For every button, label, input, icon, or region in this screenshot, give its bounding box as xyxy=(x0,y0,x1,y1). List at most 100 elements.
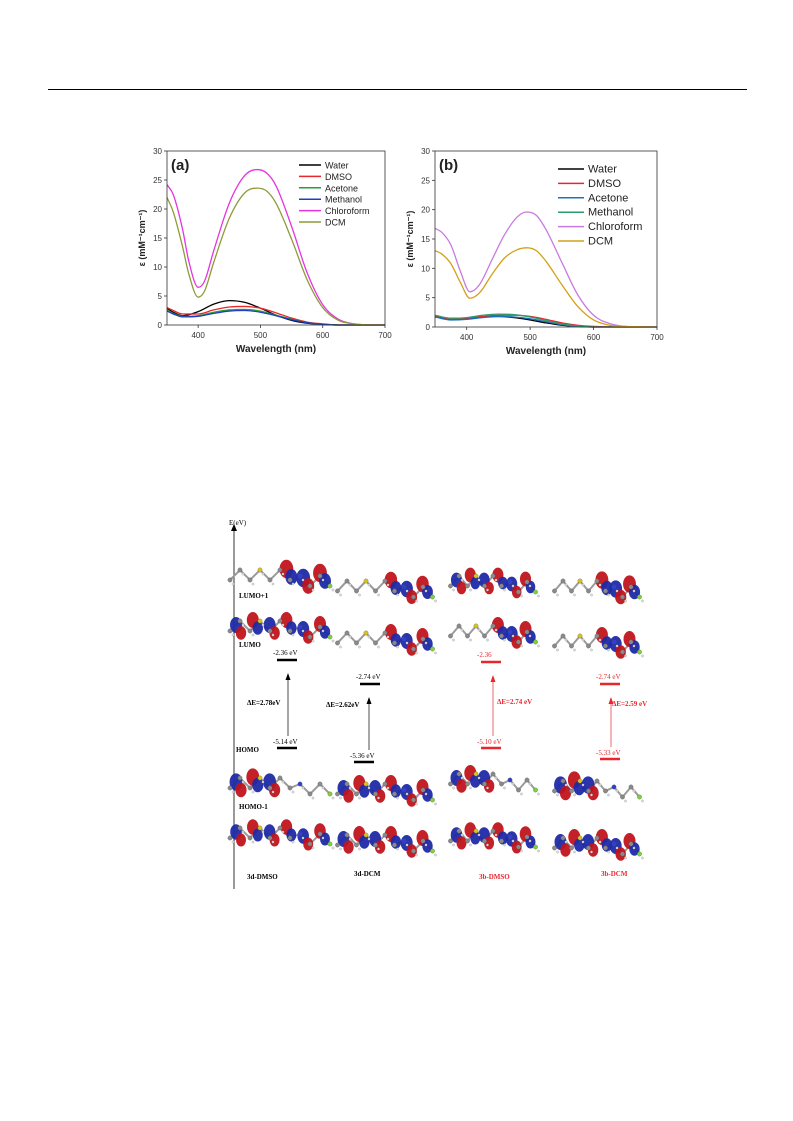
hydrogen-atom xyxy=(632,589,636,593)
atom xyxy=(297,781,303,787)
hydrogen-atom xyxy=(261,572,265,576)
atom xyxy=(490,573,496,579)
orbital-isosurface xyxy=(552,571,644,605)
atom xyxy=(344,781,350,787)
row-label-lumo: LUMO xyxy=(239,641,261,649)
atom xyxy=(373,791,378,797)
hydrogen-atom xyxy=(358,847,361,851)
atom xyxy=(533,589,538,595)
atom xyxy=(257,825,263,831)
hydrogen-atom xyxy=(469,843,472,847)
hydrogen-atom xyxy=(615,644,619,648)
atom xyxy=(628,784,634,790)
orbital-lobe xyxy=(285,569,298,585)
atom xyxy=(247,628,253,634)
hydrogen-atom xyxy=(607,850,610,854)
hydrogen-atom xyxy=(564,783,568,787)
y-tick-label: 20 xyxy=(153,205,162,214)
hydrogen-atom xyxy=(241,623,245,627)
orbital-lobe xyxy=(343,789,354,803)
hydrogen-atom xyxy=(486,638,489,642)
atom xyxy=(465,583,470,589)
atom xyxy=(363,630,369,636)
atom xyxy=(373,842,378,848)
hydrogen-atom xyxy=(564,840,568,844)
legend-label: DMSO xyxy=(588,178,621,190)
atom xyxy=(524,834,530,840)
hydrogen-atom xyxy=(615,789,619,793)
hydrogen-atom xyxy=(386,635,390,639)
hydrogen-atom xyxy=(301,836,305,840)
y-tick-label: 10 xyxy=(153,263,162,272)
energy-gap-label: ΔE=2.62eV xyxy=(326,701,359,709)
atom xyxy=(287,785,293,791)
homo-energy-label: -5.10 eV xyxy=(477,738,502,746)
atom xyxy=(456,771,462,777)
hydrogen-atom xyxy=(231,633,235,637)
atom xyxy=(611,841,617,847)
atom xyxy=(287,628,293,634)
hydrogen-atom xyxy=(590,850,593,854)
hydrogen-atom xyxy=(528,839,532,843)
atom xyxy=(499,583,504,589)
hydrogen-atom xyxy=(251,633,255,637)
atom xyxy=(267,785,273,791)
atom xyxy=(354,588,359,594)
atom xyxy=(363,832,369,838)
orbital-isosurface xyxy=(335,826,437,858)
hydrogen-atom xyxy=(424,843,428,847)
atom xyxy=(354,791,359,797)
atom xyxy=(552,643,557,649)
hydrogen-atom xyxy=(377,593,380,597)
atom xyxy=(569,845,574,851)
hydrogen-atom xyxy=(469,786,472,790)
atom xyxy=(392,588,397,594)
atom xyxy=(267,835,273,841)
atom xyxy=(401,787,407,793)
x-tick-label: 700 xyxy=(378,331,392,340)
atom xyxy=(344,578,350,584)
atom xyxy=(516,844,521,850)
orbital-lobe xyxy=(252,828,263,842)
hydrogen-atom xyxy=(339,847,342,851)
atom xyxy=(448,838,453,844)
atom xyxy=(586,845,591,851)
hydrogen-atom xyxy=(503,843,506,847)
hydrogen-atom xyxy=(281,572,285,576)
atom xyxy=(317,573,323,579)
atom xyxy=(586,588,591,594)
atom xyxy=(448,583,453,589)
hydrogen-atom xyxy=(311,639,315,643)
hydrogen-atom xyxy=(486,786,489,790)
orbital-lobe xyxy=(456,779,467,793)
hydrogen-atom xyxy=(528,782,532,786)
orbital-isosurface xyxy=(227,819,335,851)
hydrogen-atom xyxy=(281,830,285,834)
y-axis-label: ε (mM⁻¹cm⁻¹) xyxy=(405,211,415,268)
atom xyxy=(499,838,504,844)
orbital-lobe xyxy=(319,832,331,846)
hydrogen-atom xyxy=(477,833,481,837)
hydrogen-atom xyxy=(311,796,315,800)
atom xyxy=(552,845,557,851)
orbital-isosurface xyxy=(552,829,644,861)
energy-gap-label: ΔE=2.74 eV xyxy=(497,698,532,706)
hydrogen-atom xyxy=(520,594,523,598)
hydrogen-atom xyxy=(405,843,409,847)
atom xyxy=(456,573,462,579)
hydrogen-atom xyxy=(434,599,437,603)
hydrogen-atom xyxy=(573,850,576,854)
hydrogen-atom xyxy=(590,593,593,597)
orbital-lobe xyxy=(235,782,247,798)
legend-label: Acetone xyxy=(325,183,358,193)
hydrogen-atom xyxy=(396,847,399,851)
series-line-chloroform xyxy=(166,168,386,326)
orbital-lobe xyxy=(343,840,354,854)
hydrogen-atom xyxy=(358,796,361,800)
atom xyxy=(392,640,397,646)
orbital-lobe xyxy=(252,777,264,793)
hydrogen-atom xyxy=(241,572,245,576)
orbital-isosurface xyxy=(335,775,437,807)
atom xyxy=(327,841,333,847)
y-tick-label: 20 xyxy=(421,206,430,215)
